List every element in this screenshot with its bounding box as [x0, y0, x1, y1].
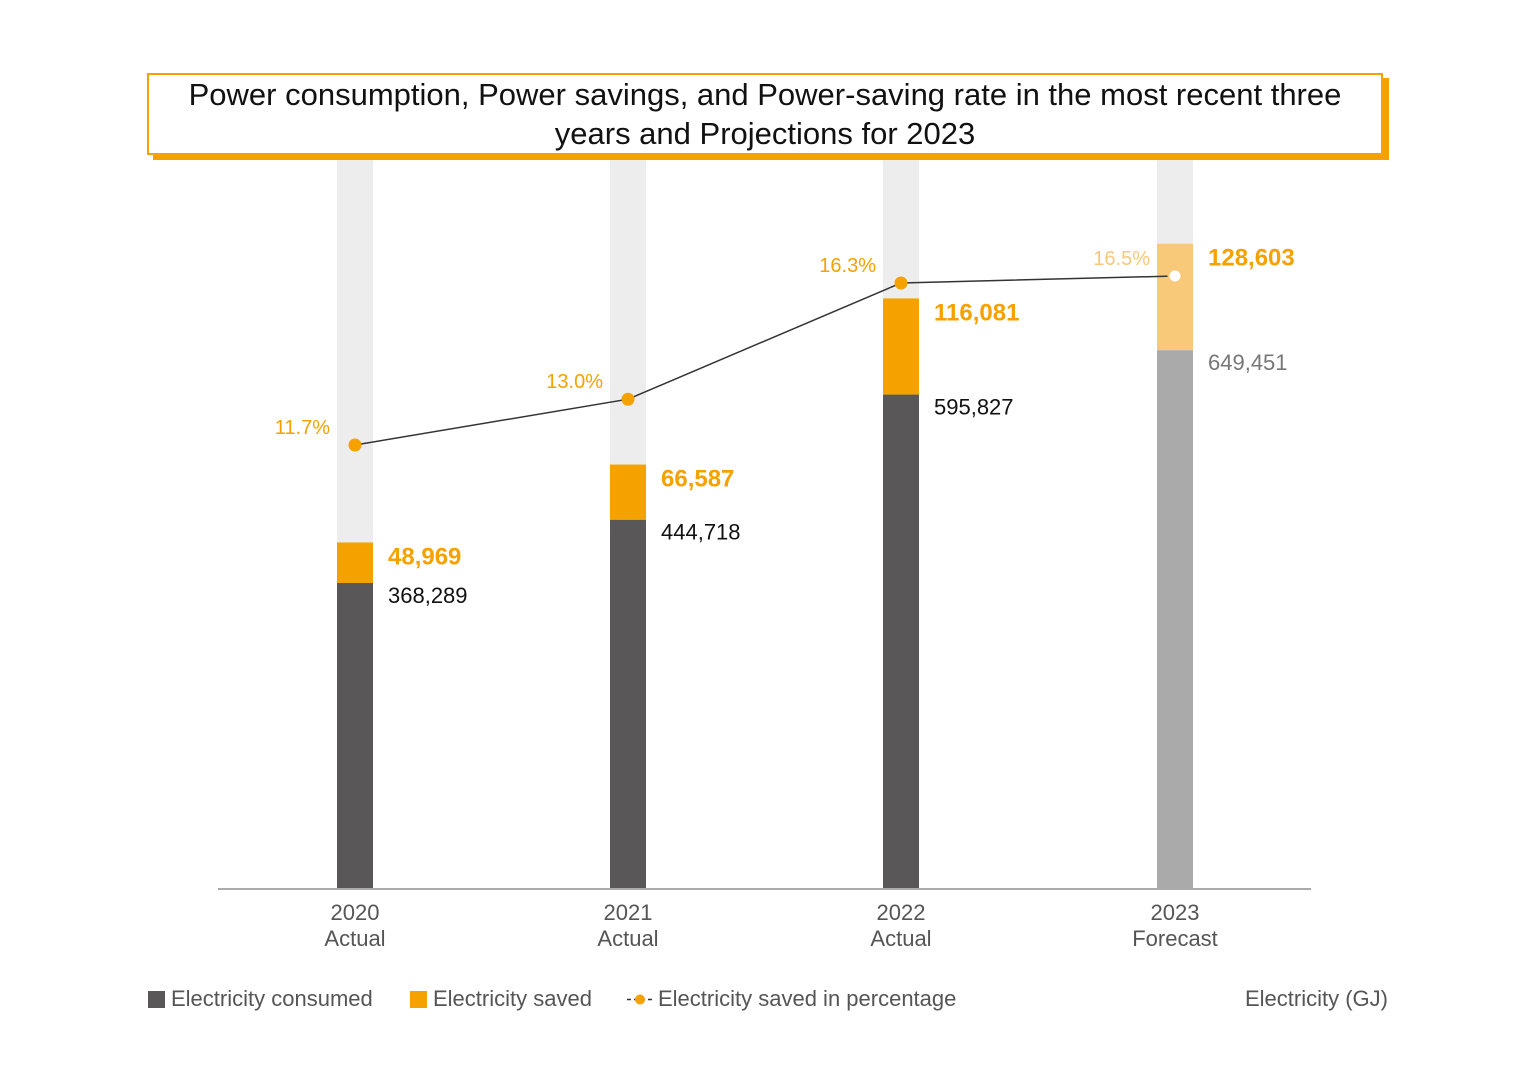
label-consumed-2022: 595,827 — [934, 395, 1014, 420]
chart-title-box: Power consumption, Power savings, and Po… — [147, 73, 1383, 155]
percentage-line — [354, 275, 1176, 446]
x-tick-label-type-2020: Actual — [324, 926, 385, 951]
percentage-label-2020: 11.7% — [275, 417, 330, 439]
x-tick-label-year-2021: 2021 — [604, 900, 653, 925]
label-consumed-2021: 444,718 — [661, 520, 741, 545]
percentage-label-2023: 16.5% — [1093, 248, 1150, 270]
legend-label-consumed: Electricity consumed — [171, 986, 373, 1011]
x-tick-label-year-2023: 2023 — [1151, 900, 1200, 925]
percentage-point-2021 — [621, 392, 635, 406]
x-tick-label-type-2022: Actual — [870, 926, 931, 951]
chart-title: Power consumption, Power savings, and Po… — [188, 77, 1342, 151]
percentage-label-2021: 13.0% — [546, 371, 603, 393]
x-tick-label-year-2022: 2022 — [877, 900, 926, 925]
label-saved-2020: 48,969 — [388, 543, 461, 570]
bar-saved-2021 — [610, 464, 646, 520]
legend-item-saved: Electricity saved — [410, 986, 592, 1012]
x-tick-label-type-2021: Actual — [597, 926, 658, 951]
legend-label-saved: Electricity saved — [433, 986, 592, 1011]
bar-consumed-2021 — [610, 519, 646, 888]
bar-consumed-2020 — [337, 583, 373, 888]
legend-line-marker-icon — [627, 994, 653, 1004]
percentage-point-2023 — [1167, 268, 1183, 284]
bar-saved-2023 — [1157, 243, 1193, 351]
bar-saved-2022 — [883, 298, 919, 395]
percentage-point-2020 — [348, 438, 362, 452]
legend-item-consumed: Electricity consumed — [148, 986, 373, 1012]
label-consumed-2020: 368,289 — [388, 583, 468, 608]
label-saved-2023: 128,603 — [1208, 245, 1295, 272]
unit-label: Electricity (GJ) — [1245, 986, 1388, 1011]
x-tick-label-type-2023: Forecast — [1132, 926, 1218, 951]
label-saved-2021: 66,587 — [661, 466, 734, 493]
legend: Electricity consumed Electricity saved E… — [148, 986, 1388, 1018]
legend-item-percentage: Electricity saved in percentage — [626, 986, 956, 1012]
label-consumed-2023: 649,451 — [1208, 350, 1288, 375]
legend-label-percentage: Electricity saved in percentage — [658, 986, 957, 1011]
percentage-label-2022: 16.3% — [819, 255, 876, 277]
bar-saved-2020 — [337, 542, 373, 583]
legend-swatch-saved — [410, 990, 427, 1008]
percentage-point-2022 — [894, 276, 908, 290]
bar-consumed-2022 — [883, 394, 919, 888]
legend-swatch-consumed — [148, 990, 165, 1008]
bar-consumed-2023 — [1157, 350, 1193, 889]
x-tick-label-year-2020: 2020 — [331, 900, 380, 925]
label-saved-2022: 116,081 — [934, 299, 1019, 326]
